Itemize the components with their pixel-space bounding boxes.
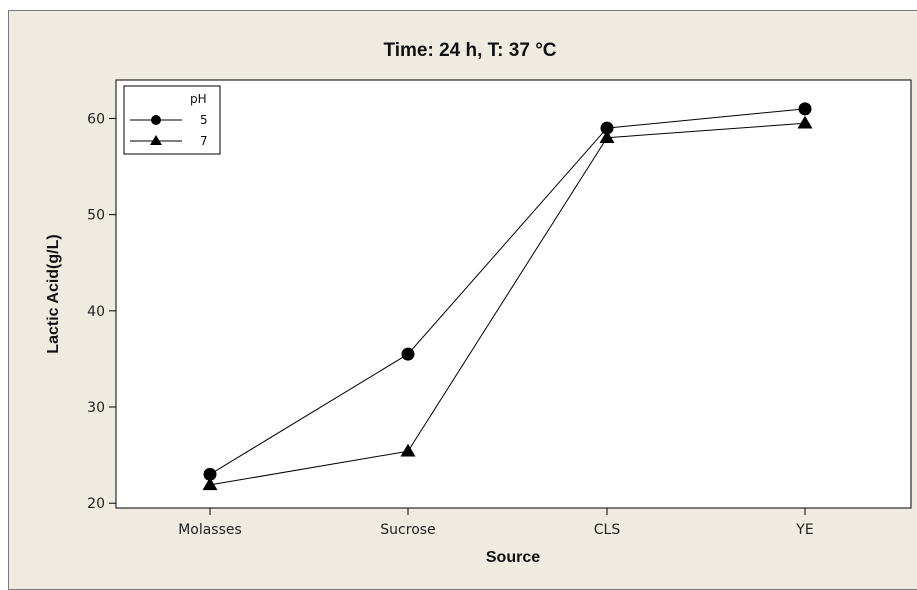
data-point-ph7 xyxy=(797,115,813,129)
series-layer xyxy=(202,102,813,491)
data-point-ph5 xyxy=(600,121,614,135)
y-axis: 20 30 40 50 60 xyxy=(87,111,116,512)
legend-label-ph7: 7 xyxy=(200,134,208,148)
data-point-ph5 xyxy=(798,102,812,116)
data-point-ph7 xyxy=(599,130,615,143)
legend-marker-triangle xyxy=(150,135,162,145)
y-tick-label: 50 xyxy=(87,208,105,224)
data-point-ph7 xyxy=(400,443,416,457)
data-point-ph5 xyxy=(203,467,217,481)
x-tick-label: CLS xyxy=(594,522,621,538)
x-tick-label: YE xyxy=(795,522,813,538)
y-tick-label: 30 xyxy=(87,400,105,416)
y-tick-label: 20 xyxy=(87,496,105,512)
x-tick-label: Molasses xyxy=(178,522,242,538)
y-tick-label: 40 xyxy=(87,304,105,320)
legend-label-ph5: 5 xyxy=(200,113,208,127)
chart-title: Time: 24 h, T: 37 °C xyxy=(383,40,556,61)
data-point-ph5 xyxy=(401,347,415,361)
plot-area xyxy=(115,79,912,509)
legend: pH 5 7 xyxy=(123,85,221,155)
x-axis-label: Source xyxy=(486,549,540,566)
x-axis: Molasses Sucrose CLS YE xyxy=(178,508,814,538)
data-point-ph7 xyxy=(202,477,218,491)
x-tick-label: Sucrose xyxy=(380,522,435,538)
lactic-acid-line-chart: Time: 24 h, T: 37 °C 20 30 40 50 60 Molasses… xyxy=(45,40,912,566)
y-tick-label: 60 xyxy=(87,111,105,127)
y-axis-label: Lactic Acid(g/L) xyxy=(45,234,62,353)
series-line-ph7 xyxy=(209,122,806,486)
legend-title: pH xyxy=(190,92,207,106)
legend-marker-circle xyxy=(151,115,161,125)
series-line-ph5 xyxy=(209,108,806,475)
